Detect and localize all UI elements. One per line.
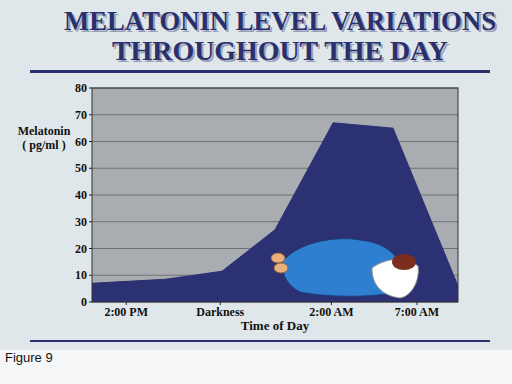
y-tick-label: 80 [75,81,87,95]
plot-frame [92,88,458,302]
x-tick-label: 2:00 PM [104,305,148,319]
series-group [92,123,458,302]
y-tick-label: 60 [75,135,87,149]
x-tick-label: Darkness [196,305,244,319]
y-tick-label: 50 [75,161,87,175]
title-rule [30,70,490,73]
y-tick-label: 20 [75,242,87,256]
grid-line [92,141,458,142]
plot-area [92,88,458,302]
y-tick-label: 0 [81,295,87,309]
chart: MELATONIN LEVEL VARIATIONSMELATONIN LEVE… [0,0,512,384]
y-tick-label: 10 [75,268,87,282]
slide-background [0,0,512,350]
head [392,254,416,270]
area [92,123,458,302]
title: THROUGHOUT THE DAY [112,36,448,66]
y-tick-label: 40 [75,188,87,202]
x-tick-label: 7:00 AM [395,305,439,319]
foot [271,253,285,263]
sleeper-illustration [271,239,418,298]
caption-strip [0,350,512,384]
grid-line [92,114,458,115]
y-tick-label: 70 [75,108,87,122]
bottom-rule [30,340,490,342]
x-tick-label: 2:00 AM [309,305,353,319]
x-axis-label: Time of Day [241,318,310,333]
y-tick-label: 30 [75,215,87,229]
y-axis-label: ( pg/ml ) [22,138,65,152]
foot [274,263,288,273]
title: MELATONIN LEVEL VARIATIONS [64,6,496,36]
y-axis-label: Melatonin [18,124,71,138]
figure-caption: Figure 9 [5,350,53,365]
